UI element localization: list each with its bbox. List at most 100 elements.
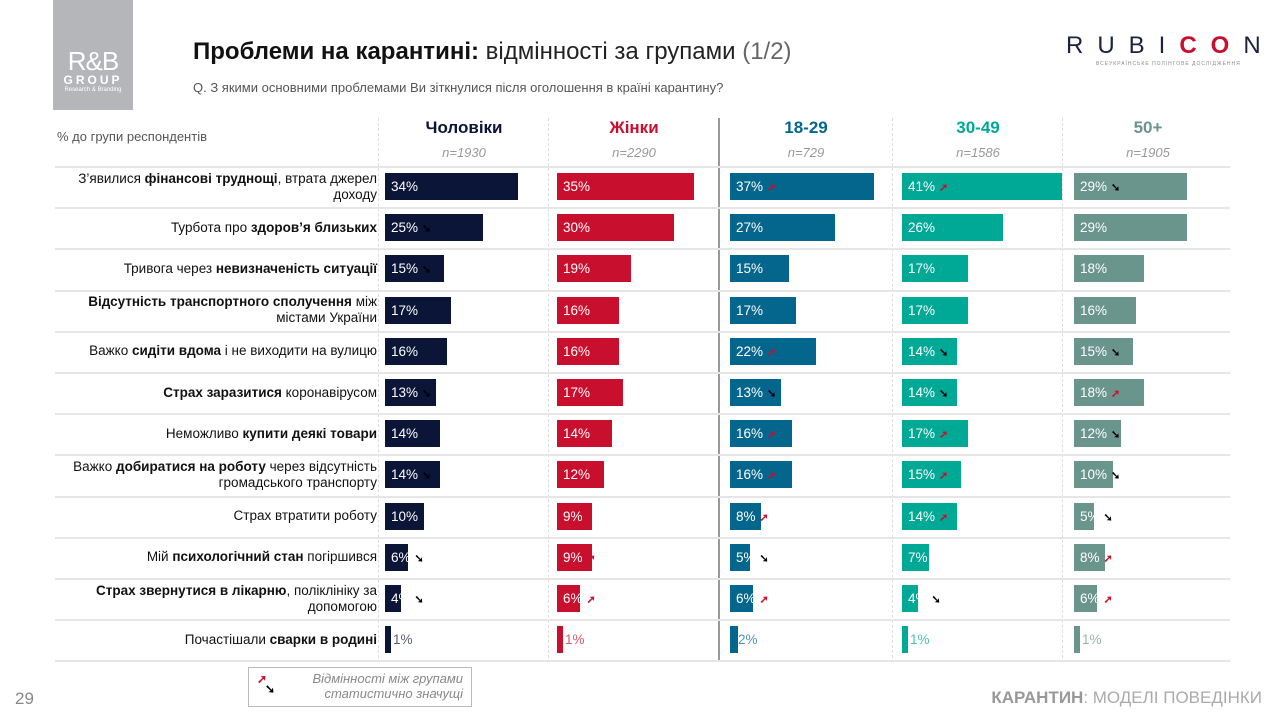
row-label: Страх втратити роботу — [60, 496, 377, 537]
bar-50+: 6% ➚ — [1074, 585, 1113, 612]
bar-value: 6% — [563, 591, 583, 606]
bar-50+: 12% ➘ — [1074, 420, 1121, 448]
bar-30-49: 41% ➚ — [902, 173, 1062, 200]
bar-18-29: 15% — [730, 255, 789, 283]
row-label-text: Турбота про здоров’я близьких — [170, 219, 377, 235]
arrow-up-icon: ➚ — [586, 552, 596, 565]
rubicon-logo: RUBICON — [1066, 32, 1275, 59]
arrow-up-icon: ➚ — [767, 346, 777, 359]
bar-value: 37% — [736, 179, 764, 194]
bar-Жінки: 6% ➚ — [557, 585, 596, 612]
row-label: Страх заразитися коронавірусом — [60, 372, 377, 413]
bar-Чоловіки: 17% — [385, 296, 452, 324]
bar-value: 25% — [391, 220, 419, 236]
bar-value: 17% — [908, 261, 936, 277]
row-label: Страх звернутися в лікарню, поліклініку … — [60, 578, 377, 619]
bar-value: 16% — [563, 302, 591, 318]
bar-value: 15% — [736, 261, 764, 277]
bar-value: 2% — [738, 632, 758, 648]
logo-text: GROUP — [63, 73, 123, 87]
bar-value: 18% — [1080, 261, 1108, 277]
arrow-up-icon: ➚ — [939, 511, 949, 524]
arrow-up-icon: ➚ — [767, 429, 777, 442]
bar-value: 6% — [391, 549, 411, 565]
bar-value: 14% — [908, 385, 936, 400]
bar-value: 29% — [1080, 220, 1108, 236]
bar-50+: 15% ➘ — [1074, 337, 1133, 365]
sample-size: n=2290 — [612, 145, 656, 160]
bar-value: 16% — [1080, 302, 1108, 318]
arrow-up-icon: ➚ — [594, 388, 604, 400]
arrow-up-icon: ➚ — [1103, 552, 1113, 565]
arrow-down-icon: ➘ — [265, 682, 276, 696]
bar-Жінки: 1% — [557, 626, 585, 654]
row-label: Мій психологічний стан погіршився — [60, 537, 377, 578]
row-divider — [55, 248, 1230, 251]
bar-value: 17% — [908, 302, 936, 318]
bar-30-49: 7% — [902, 543, 930, 571]
row-label-text: Почастішали сварки в родині — [184, 631, 377, 647]
arrow-up-icon: ➚ — [939, 470, 949, 483]
bar-value: 14% — [391, 467, 419, 483]
bar-50+: 8% ➚ — [1074, 543, 1113, 571]
arrow-up-icon: ➚ — [1103, 594, 1113, 606]
bar-30-49: 15% ➚ — [902, 461, 961, 489]
arrow-up-icon: ➚ — [594, 223, 604, 236]
bar-50+: 10% ➘ — [1074, 461, 1120, 489]
column-header: 50+ n=1905 — [1062, 118, 1234, 160]
bar-30-49: 14% ➘ — [902, 379, 957, 406]
row-label-text: Страх звернутися в лікарню, поліклініку … — [96, 582, 377, 614]
bar-value: 16% — [736, 467, 764, 483]
bar-30-49: 17% — [902, 255, 969, 283]
row-label: Важко добиратися на роботу через відсутн… — [60, 454, 377, 495]
arrow-up-icon: ➚ — [257, 672, 268, 686]
arrow-down-icon: ➘ — [422, 223, 432, 236]
row-divider — [55, 454, 1230, 457]
bar-Жінки: 9% — [557, 502, 593, 530]
bar-value: 17% — [908, 426, 936, 442]
sample-size: n=1905 — [1126, 145, 1170, 160]
bar-30-49: 14% ➘ — [902, 337, 957, 365]
column-name: Чоловіки — [425, 118, 503, 137]
bar-value: 6% — [1080, 591, 1100, 606]
bar-30-49: 4% ➘ — [902, 585, 941, 612]
row-label: Тривога через невизначеність ситуації — [60, 248, 377, 289]
bar-30-49: 17% — [902, 296, 969, 324]
bar-value: 17% — [563, 385, 591, 400]
bar-value: 16% — [736, 426, 764, 442]
bar-Чоловіки: 16% — [385, 337, 448, 365]
bar-Жінки: 19% ➚ — [557, 255, 632, 283]
row-label-text: Важко добиратися на роботу через відсутн… — [73, 458, 377, 490]
arrow-up-icon: ➚ — [767, 182, 777, 194]
row-divider — [55, 660, 1230, 663]
bar-Жінки: 35% — [557, 173, 694, 200]
row-label-text: Мій психологічний стан погіршився — [146, 549, 377, 565]
row-divider — [55, 372, 1230, 374]
bar-30-49: 26% — [902, 214, 1004, 242]
bar-18-29: 6% ➚ — [730, 585, 769, 612]
row-label: Неможливо купити деякі товари — [60, 413, 377, 454]
arrow-up-icon: ➚ — [939, 182, 949, 194]
bar-18-29: 17% — [730, 296, 797, 324]
bar-value: 14% — [908, 508, 936, 524]
bar-Жінки: 14% — [557, 420, 612, 448]
arrow-up-icon: ➚ — [767, 470, 777, 483]
row-label-text: Неможливо купити деякі товари — [165, 425, 377, 441]
arrow-up-icon: ➚ — [594, 264, 604, 277]
bar-18-29: 2% — [730, 626, 758, 654]
bar-value: 1% — [393, 632, 413, 648]
rnb-group-logo: R&B GROUP Research & Branding — [53, 0, 133, 110]
arrow-up-icon: ➚ — [594, 470, 604, 483]
bar-value: 7% — [908, 549, 928, 565]
row-label-text: Відсутність транспортного сполучення між… — [88, 294, 377, 326]
row-label: Почастішали сварки в родині — [60, 619, 377, 660]
bar-value: 35% — [563, 179, 591, 194]
bar-value: 12% — [1080, 426, 1108, 442]
bar-value: 18% — [1080, 385, 1108, 400]
arrow-down-icon: ➘ — [1103, 511, 1113, 524]
page-title: Проблеми на карантині: відмінності за гр… — [193, 38, 792, 65]
bar-Чоловіки: 25% ➘ — [385, 214, 483, 242]
arrow-down-icon: ➘ — [422, 388, 432, 400]
bar-value: 10% — [1080, 467, 1108, 483]
bar-value: 29% — [1080, 179, 1108, 194]
